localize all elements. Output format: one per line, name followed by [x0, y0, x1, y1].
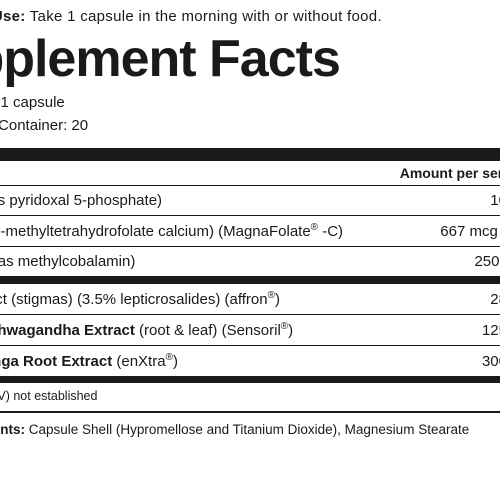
other-ingredients-label: Other Ingredients:	[0, 422, 25, 437]
supplement-facts-title: Supplement Facts	[0, 33, 500, 85]
table-row: Folate (as L-5-methyltetrahydrofolate ca…	[0, 216, 500, 247]
table-row: Saffron Extract (stigmas) (3.5% lepticro…	[0, 284, 500, 315]
serving-size: Serving Size: 1 capsule	[0, 91, 500, 114]
ingredient-name: Saffron Extract (stigmas) (3.5% lepticro…	[0, 284, 405, 315]
ingredient-name: Vitamin B12 (as methylcobalamin)	[0, 247, 405, 277]
servings-per-container: Servings Per Container: 20	[0, 114, 500, 137]
other-ingredients-text: Capsule Shell (Hypromellose and Titanium…	[25, 422, 469, 437]
ingredient-name: Folate (as L-5-methyltetrahydrofolate ca…	[0, 216, 405, 247]
directions-line: Suggested Use: Take 1 capsule in the mor…	[0, 8, 500, 25]
table-row: Alpinia galanga Root Extract (enXtra®)30…	[0, 346, 500, 377]
amount-column-header: Amount per serving	[0, 161, 500, 185]
ingredient-amount: 125 mg	[405, 315, 500, 346]
rule-mid-bottom	[0, 376, 500, 383]
table-row: Vitamin B6 (as pyridoxal 5-phosphate)10 …	[0, 186, 500, 216]
ingredient-amount: 10 mg	[405, 186, 500, 216]
table-row: Vitamin B12 (as methylcobalamin)250 mcg	[0, 247, 500, 277]
dv-footnote: † Daily Value (DV) not established	[0, 389, 500, 403]
ingredient-name: Alpinia galanga Root Extract (enXtra®)	[0, 346, 405, 377]
ingredient-amount: 300 mg	[405, 346, 500, 377]
ingredient-amount: 250 mcg	[405, 247, 500, 277]
serving-block: Serving Size: 1 capsule Servings Per Con…	[0, 91, 500, 138]
other-ingredients: Other Ingredients: Capsule Shell (Hyprom…	[0, 421, 500, 440]
ingredient-amount: 667 mcg DFE	[405, 216, 500, 247]
ingredient-name: Sensoril® Ashwagandha Extract (root & le…	[0, 315, 405, 346]
rule-under-footnote	[0, 411, 500, 413]
facts-table: Vitamin B6 (as pyridoxal 5-phosphate)10 …	[0, 186, 500, 376]
directions-label: Suggested Use:	[0, 8, 26, 25]
rule-thick-top	[0, 148, 500, 161]
table-row: Sensoril® Ashwagandha Extract (root & le…	[0, 315, 500, 346]
ingredient-amount: 28 mg	[405, 284, 500, 315]
ingredient-name: Vitamin B6 (as pyridoxal 5-phosphate)	[0, 186, 405, 216]
directions-text: Take 1 capsule in the morning with or wi…	[26, 8, 382, 25]
